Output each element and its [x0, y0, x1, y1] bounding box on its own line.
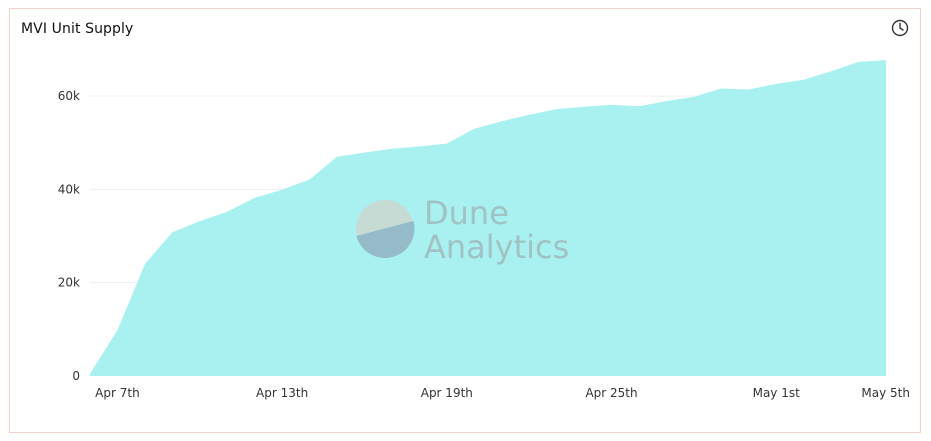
y-tick-label: 40k [58, 182, 80, 196]
x-tick-label: Apr 13th [256, 386, 308, 400]
y-tick-label: 60k [58, 89, 80, 103]
x-tick-label: Apr 19th [421, 386, 473, 400]
watermark-line1: Dune [424, 194, 509, 232]
chart-title: MVI Unit Supply [21, 21, 134, 37]
y-axis: 0 20k 40k 60k [58, 89, 80, 383]
unit-supply-area [90, 60, 886, 376]
area-layer [90, 60, 886, 376]
x-tick-label: May 5th [861, 386, 910, 400]
watermark-line2: Analytics [424, 228, 569, 266]
clock-icon[interactable] [891, 19, 909, 37]
x-tick-label: Apr 7th [95, 386, 140, 400]
x-tick-label: Apr 25th [585, 386, 637, 400]
y-tick-label: 0 [72, 369, 80, 383]
y-tick-label: 20k [58, 276, 80, 290]
x-axis: Apr 7th Apr 13th Apr 19th Apr 25th May 1st Ma… [95, 386, 910, 400]
dune-logo-icon [356, 200, 415, 258]
x-tick-label: May 1st [753, 386, 801, 400]
watermark: Dune Analytics [356, 194, 569, 266]
